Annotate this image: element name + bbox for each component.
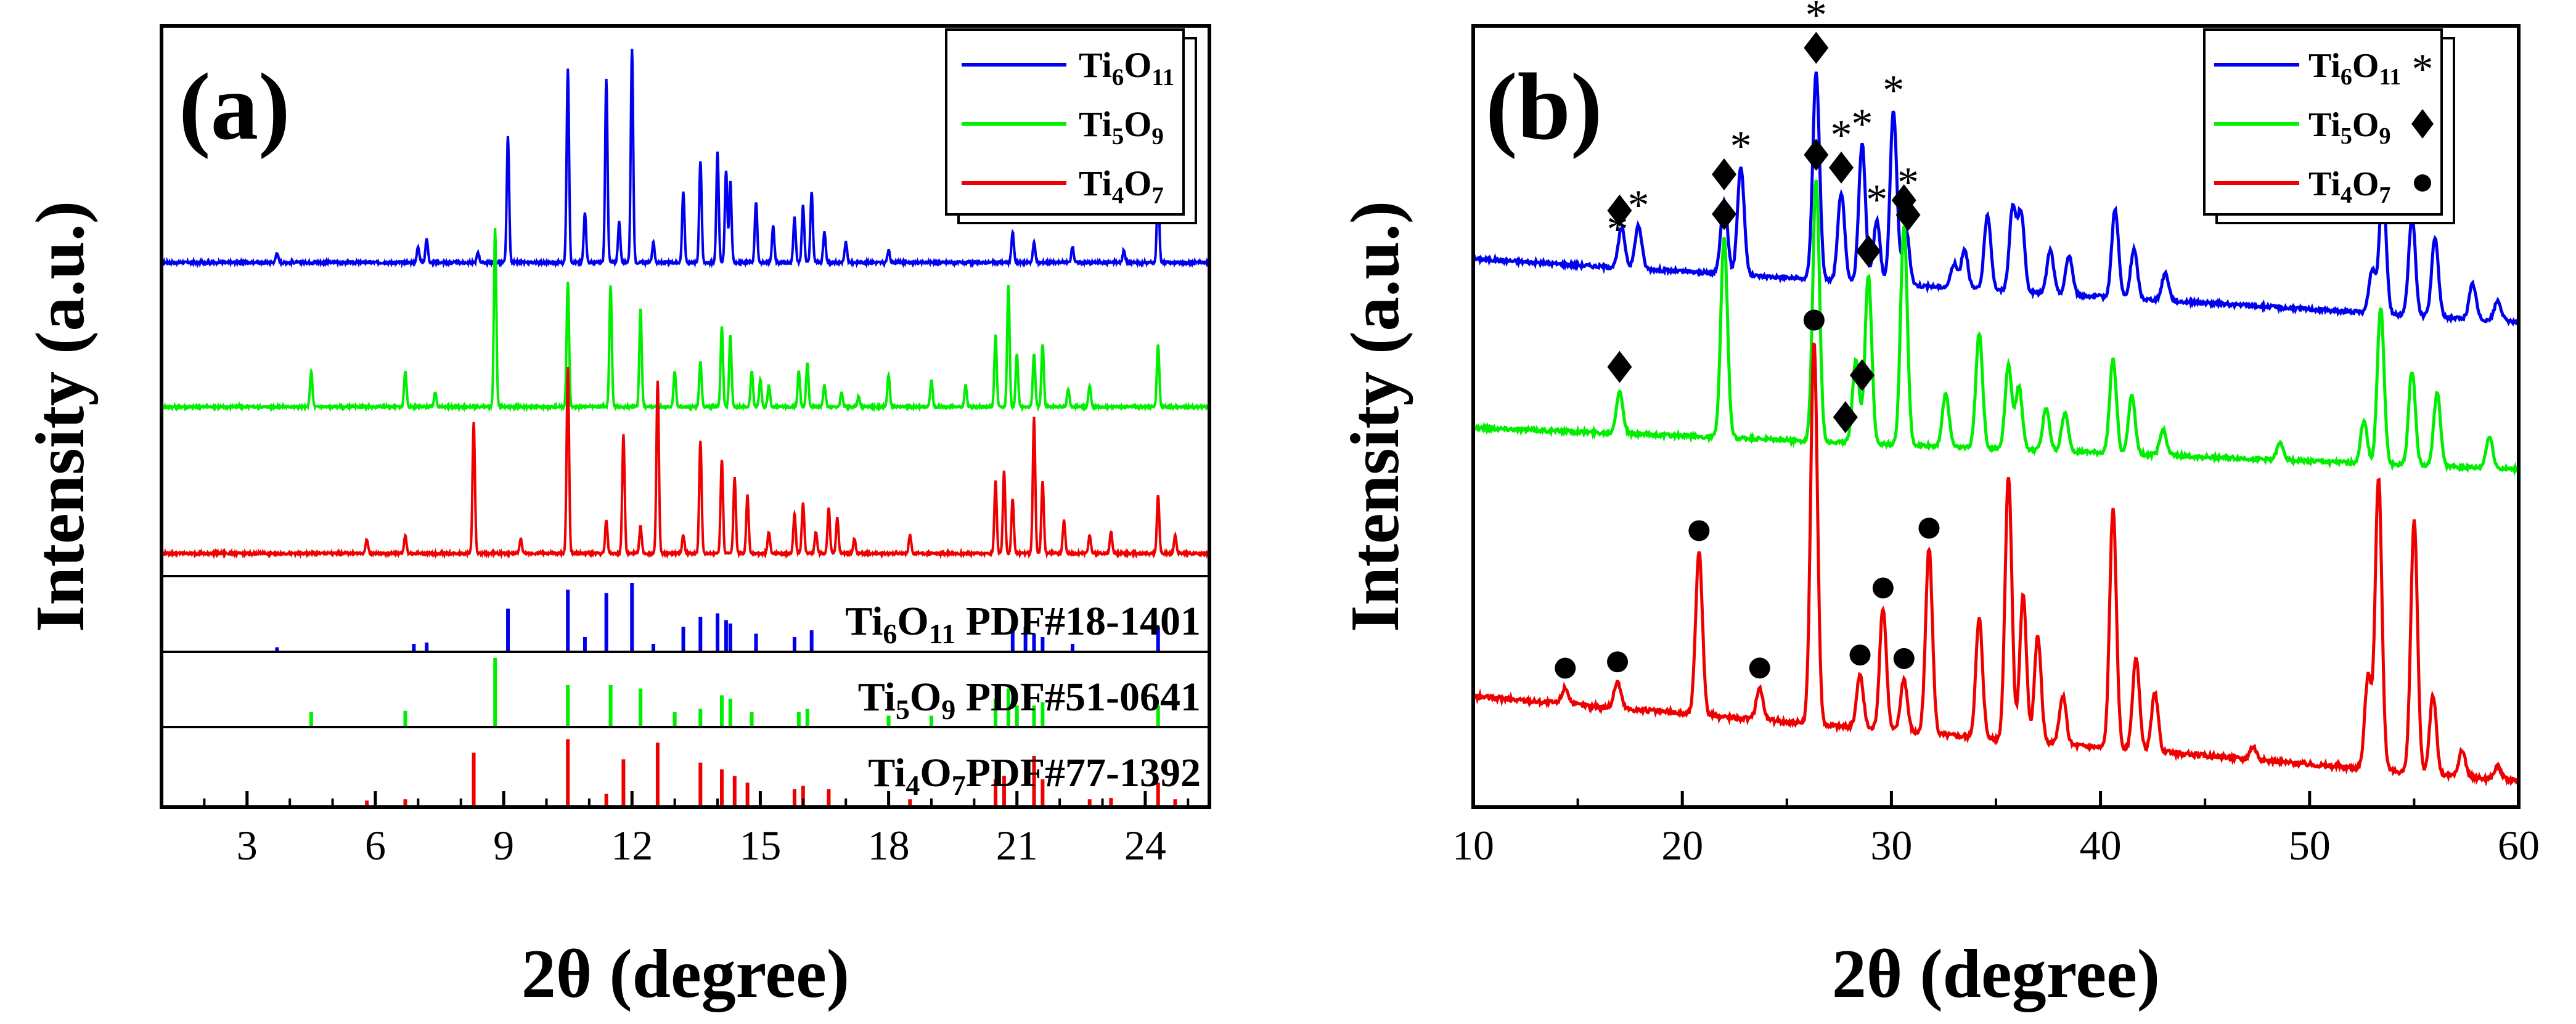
circle-marker xyxy=(1803,309,1825,331)
panel-a-series-ti6o11 xyxy=(162,49,1209,269)
circle-marker xyxy=(1555,657,1576,679)
circle-marker xyxy=(1749,657,1770,679)
diamond-marker xyxy=(1607,194,1632,227)
panel-b-label: (b) xyxy=(1486,54,1602,160)
panel-a-ylabel: Intensity (a.u.) xyxy=(22,201,99,632)
panel-b-tick-label: 40 xyxy=(2080,822,2122,869)
panel-a-tick-label: 18 xyxy=(868,822,910,869)
panel-b-legend-label-ti5o9: Ti5O9 xyxy=(2308,106,2390,149)
panel-a-tick-label: 12 xyxy=(611,822,653,869)
panel-a-series-ti5o9 xyxy=(161,227,1209,413)
panel-a-reference-label-2: Ti5O9 PDF#51-0641 xyxy=(858,675,1201,725)
diamond-marker xyxy=(1833,401,1858,434)
panel-a-reference-3: Ti4O7PDF#77-1392 xyxy=(365,739,1201,806)
diamond-marker xyxy=(1804,31,1829,64)
star-marker: * xyxy=(1830,112,1852,159)
panel-a-tick-label: 15 xyxy=(739,822,781,869)
panel-b-series-ti5o9 xyxy=(1471,179,2521,477)
diamond-marker xyxy=(1607,351,1632,383)
panel-a-reference-label-1: Ti6O11 PDF#18-1401 xyxy=(845,599,1201,649)
panel-a-frame xyxy=(160,24,1211,809)
star-marker: * xyxy=(1883,67,1904,114)
panel-a-legend-label-ti4o7: Ti4O7 xyxy=(1079,163,1164,209)
panel-b: ********* 10 20 30 40 50 60 (b) Intensity (a.… xyxy=(1337,0,2540,1012)
star-marker: * xyxy=(1851,100,1873,148)
diamond-marker xyxy=(1804,139,1829,171)
panel-a-tick-label: 9 xyxy=(493,822,514,869)
diamond-marker xyxy=(1712,158,1737,190)
panel-b-series-ti4o7 xyxy=(1471,342,2520,787)
panel-b-ylabel: Intensity (a.u.) xyxy=(1337,201,1413,632)
panel-b-tick-label: 10 xyxy=(1452,822,1494,869)
panel-a-tick-label: 24 xyxy=(1124,822,1166,869)
diamond-marker xyxy=(1712,198,1737,230)
panel-b-series-ti6o11 xyxy=(1472,71,2521,327)
panel-a: Ti6O11 PDF#18-1401 Ti5O9 PDF#51-0641 Ti4O7… xyxy=(22,24,1211,1012)
legend-diamond-marker xyxy=(2411,109,2434,139)
circle-marker xyxy=(1688,520,1710,542)
panel-b-xlabel: 2θ (degree) xyxy=(1832,936,2160,1012)
panel-a-tick-label: 6 xyxy=(365,822,386,869)
panel-a-reference-2: Ti5O9 PDF#51-0641 xyxy=(309,658,1201,726)
circle-marker xyxy=(1893,648,1915,669)
panel-b-tick-label: 50 xyxy=(2289,822,2331,869)
panel-a-xlabel: 2θ (degree) xyxy=(521,936,849,1012)
star-marker: * xyxy=(1866,176,1887,224)
circle-marker xyxy=(1849,644,1871,666)
panel-a-series-ti4o7 xyxy=(161,367,1209,559)
panel-b-tick-label: 30 xyxy=(1870,822,1912,869)
panel-b-tick-label: 20 xyxy=(1661,822,1703,869)
panel-a-tick-label: 21 xyxy=(996,822,1038,869)
diamond-marker xyxy=(1891,184,1916,217)
circle-marker xyxy=(1872,577,1894,599)
panel-b-legend-label-ti4o7: Ti4O7 xyxy=(2308,165,2390,208)
panel-a-legend-label-ti5o9: Ti5O9 xyxy=(1079,104,1164,150)
legend-star-marker: * xyxy=(2412,46,2434,93)
star-marker: * xyxy=(1805,0,1827,39)
diamond-marker xyxy=(1856,235,1881,267)
panel-a-label: (a) xyxy=(179,54,290,160)
panel-a-reference-label-3: Ti4O7PDF#77-1392 xyxy=(868,750,1201,801)
star-marker: * xyxy=(1627,182,1649,229)
panel-b-legend-label-ti6o11: Ti6O11 xyxy=(2308,47,2401,90)
diamond-marker xyxy=(1849,359,1875,391)
legend-circle-marker xyxy=(2414,174,2431,192)
diamond-marker xyxy=(1828,152,1854,184)
circle-marker xyxy=(1607,651,1629,673)
star-marker: * xyxy=(1730,123,1752,170)
panel-b-tick-label: 60 xyxy=(2498,822,2540,869)
panel-a-legend-label-ti6o11: Ti6O11 xyxy=(1079,45,1174,91)
star-marker: * xyxy=(1607,206,1629,253)
panel-a-reference-1: Ti6O11 PDF#18-1401 xyxy=(275,583,1201,651)
circle-marker xyxy=(1918,518,1940,539)
panel-a-tick-label: 3 xyxy=(237,822,258,869)
